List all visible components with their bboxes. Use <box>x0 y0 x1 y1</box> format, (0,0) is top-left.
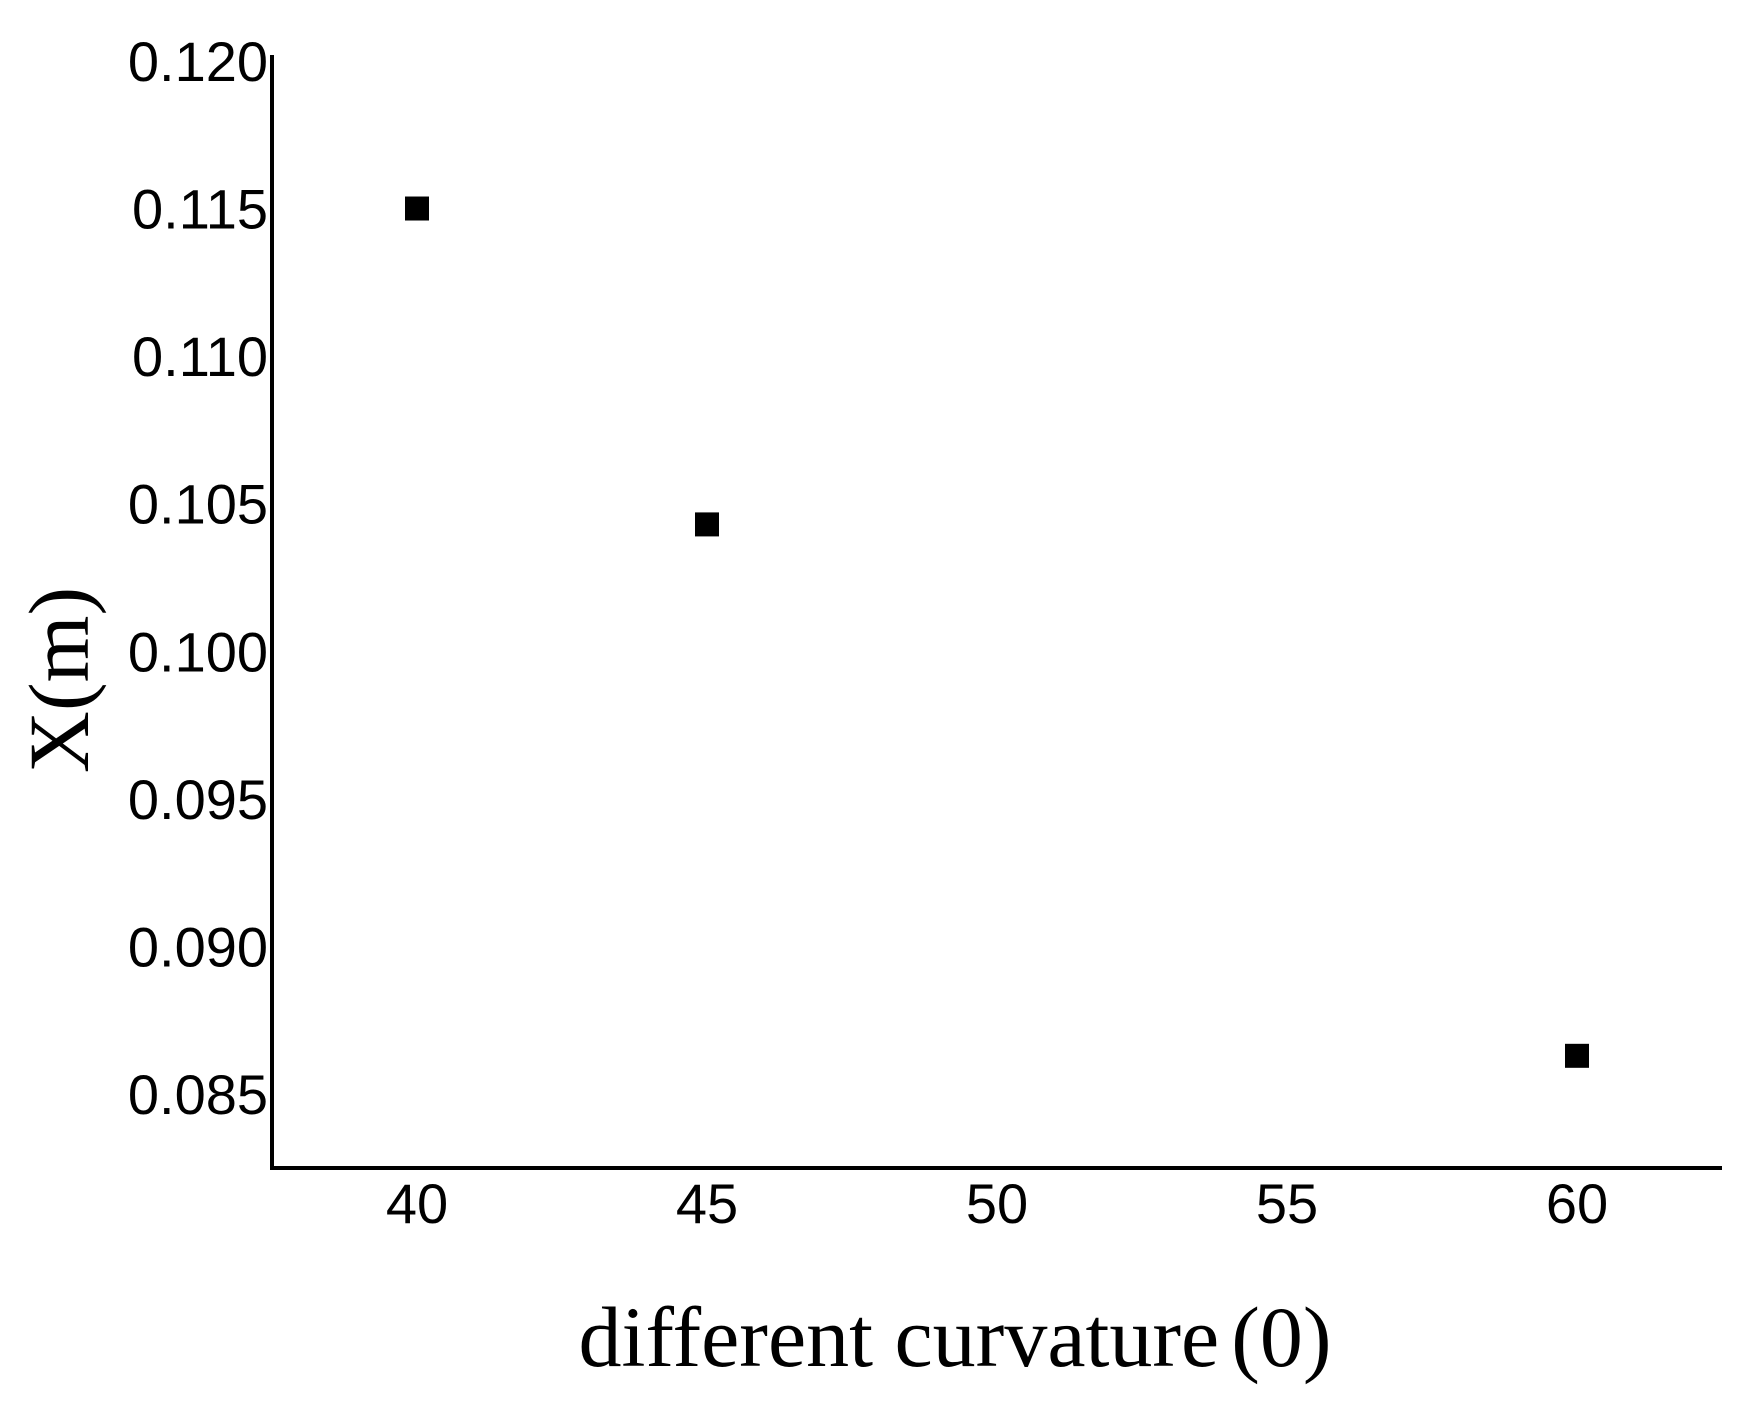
y-tick-label: 0.115 <box>132 178 268 241</box>
y-tick-label: 0.105 <box>128 473 268 536</box>
y-tick-label: 0.090 <box>128 916 268 979</box>
x-axis-title-text: different curvature <box>579 1289 1220 1385</box>
x-tick-labels: 40 45 50 55 60 <box>386 1172 1608 1235</box>
x-tick-label: 40 <box>386 1172 448 1235</box>
y-tick-label: 0.120 <box>128 30 268 93</box>
data-points <box>405 196 1589 1068</box>
y-tick-label: 0.085 <box>128 1063 268 1126</box>
y-tick-label: 0.095 <box>128 768 268 831</box>
y-axis-title: X(m) <box>11 587 107 773</box>
x-tick-label: 60 <box>1546 1172 1608 1235</box>
x-tick-label: 45 <box>676 1172 738 1235</box>
data-point <box>695 512 719 537</box>
x-axis-title: different curvature (0) <box>579 1289 1332 1385</box>
y-tick-label: 0.100 <box>128 620 268 683</box>
data-point <box>405 196 429 221</box>
data-point <box>1565 1043 1589 1068</box>
x-axis-title-unit: (0) <box>1231 1289 1331 1385</box>
x-tick-label: 55 <box>1256 1172 1318 1235</box>
x-tick-label: 50 <box>966 1172 1028 1235</box>
y-tick-label: 0.110 <box>132 325 268 388</box>
y-tick-labels: 0.085 0.090 0.095 0.100 0.105 0.110 0.115 0.120 <box>128 30 268 1126</box>
